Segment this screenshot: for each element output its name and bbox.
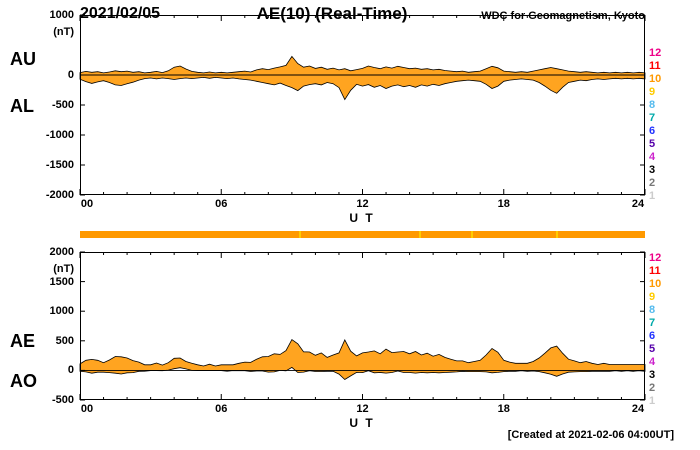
y-tick-label: -500 xyxy=(51,99,74,111)
date-label: 2021/02/05 xyxy=(80,5,161,22)
availability-segment-9-stations xyxy=(555,231,558,238)
unit-label-top: (nT) xyxy=(53,26,74,38)
station-count-8: 8 xyxy=(649,304,656,316)
station-count-3: 3 xyxy=(649,164,656,176)
x-tick-label: 12 xyxy=(356,198,369,210)
ae-ao-trace xyxy=(79,338,646,380)
availability-segment-10-stations xyxy=(80,231,299,238)
station-count-9: 9 xyxy=(649,86,656,98)
y-tick-label: 1000 xyxy=(49,305,74,318)
station-count-4: 4 xyxy=(649,356,656,368)
axis-frame xyxy=(80,252,645,400)
x-tick-label: 06 xyxy=(215,198,228,210)
x-tick-label: 18 xyxy=(497,403,510,415)
x-tick-label: 06 xyxy=(215,403,228,415)
station-count-8: 8 xyxy=(649,99,656,111)
y-tick-label: -1000 xyxy=(45,129,74,141)
al-axis-label: AL xyxy=(10,96,34,116)
y-tick-label: -1500 xyxy=(45,159,74,171)
created-at-label: [Created at 2021-02-06 04:00UT] xyxy=(507,429,674,441)
y-tick-label: 1500 xyxy=(49,275,74,288)
station-count-2: 2 xyxy=(649,382,656,394)
ae-ao-chart xyxy=(79,251,646,401)
availability-segment-9-stations xyxy=(419,231,422,238)
station-availability-bar xyxy=(80,231,645,238)
au-al-trace xyxy=(79,55,646,101)
station-count-11: 11 xyxy=(649,60,661,72)
x-tick-label: 24 xyxy=(631,198,645,210)
au-axis-label: AU xyxy=(10,49,36,69)
station-count-12: 12 xyxy=(649,47,662,59)
x-tick-label: 12 xyxy=(356,403,369,415)
x-tick-label: 24 xyxy=(631,403,645,415)
x-tick-label: 00 xyxy=(80,403,94,415)
au-al-chart xyxy=(79,14,646,196)
ut-axis-label-top: U T xyxy=(349,211,375,225)
station-count-9: 9 xyxy=(649,291,656,303)
station-count-7: 7 xyxy=(649,317,656,329)
y-tick-label: 500 xyxy=(55,334,74,347)
ae-axis-label: AE xyxy=(10,331,36,351)
unit-label-bottom: (nT) xyxy=(53,263,74,275)
availability-segment-10-stations xyxy=(421,231,471,238)
y-tick-label: 0 xyxy=(67,364,74,377)
availability-segment-9-stations xyxy=(298,231,302,238)
station-count-3: 3 xyxy=(649,369,656,381)
station-count-12: 12 xyxy=(649,252,662,264)
y-tick-label: -500 xyxy=(51,394,74,406)
availability-segment-10-stations xyxy=(473,231,556,238)
station-count-5: 5 xyxy=(649,343,656,355)
station-count-10: 10 xyxy=(649,73,662,85)
availability-segment-10-stations xyxy=(301,231,419,238)
ao-axis-label: AO xyxy=(10,371,37,391)
page-title: AE(10) (Real-Time) xyxy=(256,4,408,23)
station-count-5: 5 xyxy=(649,138,656,150)
ut-axis-label-bottom: U T xyxy=(349,416,375,430)
station-count-1: 1 xyxy=(649,190,656,202)
availability-segment-9-stations xyxy=(470,231,474,238)
station-count-6: 6 xyxy=(649,330,656,342)
x-tick-label: 00 xyxy=(80,198,94,210)
y-tick-label: 2000 xyxy=(49,246,74,258)
station-count-legend-top: 12 11 10 9 8 7 6 5 4 3 2 1 xyxy=(649,47,671,203)
station-count-11: 11 xyxy=(649,265,661,277)
station-count-4: 4 xyxy=(649,151,656,163)
y-tick-label: -2000 xyxy=(45,189,74,201)
y-tick-label: 1000 xyxy=(49,9,74,21)
axis-frame xyxy=(80,15,645,195)
y-tick-label: 0 xyxy=(67,69,74,81)
station-count-legend-bottom: 12 11 10 9 8 7 6 5 4 3 2 1 xyxy=(649,252,671,408)
availability-segment-10-stations xyxy=(557,231,645,238)
station-count-10: 10 xyxy=(649,278,662,290)
station-count-7: 7 xyxy=(649,112,656,124)
station-count-2: 2 xyxy=(649,177,656,189)
x-tick-label: 18 xyxy=(497,198,510,210)
station-count-1: 1 xyxy=(649,395,656,407)
station-count-6: 6 xyxy=(649,125,656,137)
